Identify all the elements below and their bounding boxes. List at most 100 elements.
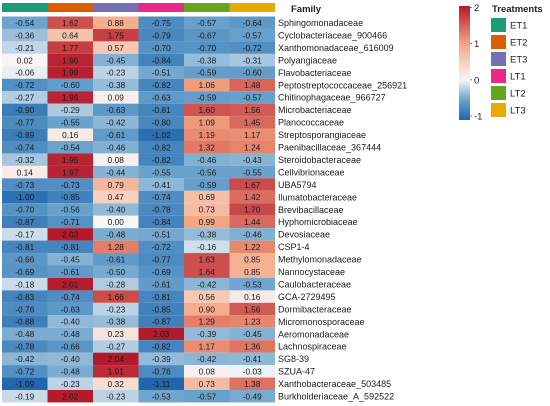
- heatmap-cell: [93, 41, 139, 54]
- heatmap-cell: [229, 128, 275, 141]
- cell-value-label: -0.89: [15, 130, 34, 140]
- heatmap-cell: [2, 190, 48, 204]
- heatmap-cell: [47, 240, 93, 254]
- cell-value-label: 0.73: [199, 379, 216, 389]
- treatment-annotation-bar: [2, 3, 275, 12]
- heatmap-cell: [93, 302, 139, 316]
- heatmap-cell: [138, 290, 184, 303]
- cell-value-label: 0.79: [108, 180, 125, 190]
- heatmap-cell: [184, 41, 230, 54]
- cell-value-label: -0.74: [15, 142, 34, 152]
- cell-value-label: 0.64: [62, 30, 79, 40]
- cell-value-label: 1.06: [199, 80, 216, 90]
- heatmap-cell: [47, 340, 93, 353]
- heatmap-cell: [138, 240, 184, 254]
- cell-value-label: -0.84: [152, 55, 171, 65]
- cell-value-label: -0.23: [106, 68, 125, 78]
- cell-value-label: 0.23: [108, 329, 125, 339]
- heatmap-cell: [138, 327, 184, 341]
- cell-value-label: -0.28: [106, 279, 125, 289]
- heatmap-cell: [93, 265, 139, 278]
- heatmap-cell: [138, 203, 184, 216]
- row-label: Hyphomicrobiaceae: [278, 217, 358, 227]
- heatmap-cell: [184, 290, 230, 303]
- cell-value-label: 0.02: [17, 55, 34, 65]
- heatmap-cell: [184, 116, 230, 129]
- heatmap-cell: [93, 91, 139, 104]
- heatmap-cell: [138, 352, 184, 366]
- heatmap-cell: [47, 390, 93, 403]
- heatmap-cell: [93, 78, 139, 92]
- heatmap-cell: [47, 352, 93, 366]
- cell-value-label: -0.78: [15, 342, 34, 352]
- row-labels: Sphingomonadaceae Cyclobacteriaceae_90046…: [278, 18, 407, 401]
- heatmap-cell: [229, 265, 275, 278]
- heatmap-cell: [47, 215, 93, 229]
- cell-value-label: -0.18: [15, 279, 34, 289]
- cell-value-label: 0.08: [199, 367, 216, 377]
- cell-value-label: -0.50: [106, 267, 125, 277]
- cell-value-label: -0.77: [15, 118, 34, 128]
- cell-value-label: -0.03: [243, 367, 262, 377]
- row-label: Dormibacteraceae: [278, 304, 352, 314]
- heatmap-cell: [138, 78, 184, 92]
- heatmap-cell: [93, 28, 139, 42]
- cell-value-label: -0.55: [61, 118, 80, 128]
- heatmap-cell: [2, 53, 48, 67]
- cell-value-label: 0.32: [108, 379, 125, 389]
- cell-value-label: -0.74: [61, 292, 80, 302]
- cell-value-label: -0.90: [15, 105, 34, 115]
- heatmap-cell: [229, 165, 275, 179]
- cell-value-label: -0.85: [152, 304, 171, 314]
- heatmap-cell: [2, 215, 48, 229]
- heatmap-cell: [184, 228, 230, 241]
- heatmap-cell: [2, 103, 48, 117]
- heatmap-cell: [47, 141, 93, 154]
- legend-label-lt1: LT1: [510, 72, 526, 83]
- heatmap-cell: [184, 66, 230, 79]
- heatmap-cell: [184, 340, 230, 353]
- row-label: Chitinophagaceae_966727: [278, 93, 386, 103]
- cell-value-label: -0.42: [197, 354, 216, 364]
- cell-value-label: -0.80: [152, 118, 171, 128]
- cell-value-label: -0.82: [152, 80, 171, 90]
- heatmap-cell: [138, 253, 184, 266]
- cell-value-label: -0.42: [197, 279, 216, 289]
- heatmap-cell: [47, 178, 93, 191]
- heatmap-cell: [93, 190, 139, 204]
- row-label: Nannocystaceae: [278, 267, 345, 277]
- row-label: Caulobacteraceae: [278, 279, 351, 289]
- heatmap-cell: [2, 352, 48, 366]
- cell-value-label: 1.77: [62, 43, 79, 53]
- cell-value-label: -0.79: [152, 30, 171, 40]
- cell-value-label: -0.87: [15, 217, 34, 227]
- color-scale-tick-label: 1: [474, 39, 479, 50]
- cell-value-label: -0.55: [243, 167, 262, 177]
- row-label: GCA-2729495: [278, 292, 336, 302]
- heatmap-cell: [2, 365, 48, 378]
- cell-value-label: -0.63: [106, 105, 125, 115]
- cell-value-label: -0.72: [15, 80, 34, 90]
- cell-value-label: -0.81: [152, 292, 171, 302]
- heatmap-cell: [138, 302, 184, 316]
- heatmap-cell: [2, 165, 48, 179]
- heatmap-cell: [229, 290, 275, 303]
- heatmap-cell: [229, 53, 275, 67]
- cell-value-label: -0.38: [197, 55, 216, 65]
- cell-value-label: 0.90: [199, 304, 216, 314]
- cell-value-label: 0.88: [108, 18, 125, 28]
- heatmap-cell: [2, 128, 48, 141]
- heatmap-cell: [184, 190, 230, 204]
- cell-value-label: 1.60: [199, 105, 216, 115]
- heatmap-cell: [229, 116, 275, 129]
- heatmap-cell: [184, 178, 230, 191]
- cell-value-label: -0.76: [15, 304, 34, 314]
- heatmap-cell: [47, 265, 93, 278]
- annotation-cell-lt3: [229, 3, 275, 12]
- cell-value-label: -0.48: [61, 329, 80, 339]
- heatmap-cell: [47, 16, 93, 29]
- cell-value-label: -0.46: [106, 142, 125, 152]
- cell-value-label: 1.36: [244, 342, 261, 352]
- heatmap-cell: [229, 66, 275, 79]
